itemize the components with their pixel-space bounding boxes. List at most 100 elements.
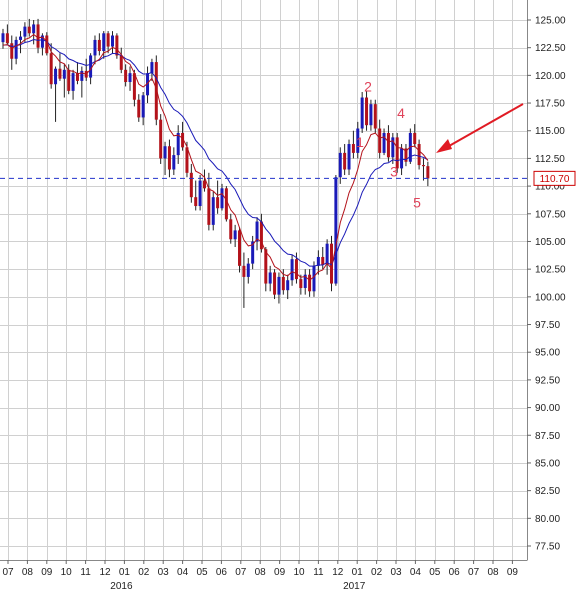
candle-body [27, 26, 31, 34]
candle-body [137, 99, 141, 118]
candle-body [255, 221, 259, 242]
candle-body [216, 197, 220, 209]
candle-body [417, 144, 421, 166]
candle-body [356, 128, 360, 153]
candle-body [343, 152, 347, 170]
candle-body [132, 73, 136, 100]
ma-slow-line [2, 38, 429, 267]
candle-body [54, 68, 58, 85]
x-tick-label: 04 [177, 567, 189, 578]
candle-body [194, 197, 198, 207]
candle-body [115, 35, 119, 56]
x-tick-label: 04 [410, 567, 422, 578]
candle-body [10, 43, 14, 59]
y-tick-label: 97.50 [535, 320, 560, 331]
wave-label: 2 [364, 78, 372, 94]
y-tick-label: 77.50 [535, 542, 560, 553]
x-tick-label: 08 [22, 567, 34, 578]
wave-label: 3 [390, 164, 398, 180]
candle-body [111, 35, 114, 47]
candle-body [207, 188, 211, 225]
candle-body [93, 39, 97, 56]
candle-body [395, 137, 399, 169]
arrow-shaft [441, 103, 524, 151]
candle-body [14, 39, 18, 59]
candle-body [316, 256, 320, 266]
candle-body [290, 259, 294, 281]
candle-body [58, 68, 62, 79]
y-tick-label: 125.00 [535, 16, 566, 27]
x-tick-label: 02 [371, 567, 383, 578]
y-tick-label: 90.00 [535, 403, 560, 414]
candle-body [264, 249, 268, 284]
x-tick-label: 05 [429, 567, 441, 578]
candle-body [281, 276, 285, 291]
candle-body [347, 144, 351, 170]
candle-body [124, 69, 128, 83]
last-price-box [533, 170, 576, 186]
candle-body [360, 97, 364, 129]
candle-body [159, 119, 163, 159]
candle-body [163, 146, 167, 159]
candle-body [181, 132, 185, 148]
candle-body [299, 279, 303, 288]
candle-body [286, 280, 290, 291]
ma-fast-line [2, 33, 429, 281]
candle-body [167, 146, 171, 170]
candle-body [71, 73, 75, 91]
y-tick-label: 95.00 [535, 348, 560, 359]
x-tick-label: 02 [138, 567, 150, 578]
y-tick-label: 122.50 [535, 43, 566, 54]
candle-body [23, 26, 27, 37]
candle-body [351, 144, 355, 153]
moving-average-lines [2, 33, 429, 281]
candle-body [141, 95, 145, 118]
y-tick-label: 102.50 [535, 265, 566, 276]
x-tick-label: 11 [80, 567, 91, 578]
candle-body [277, 276, 281, 295]
x-tick-label: 05 [196, 567, 208, 578]
x-tick-label: 07 [235, 567, 247, 578]
y-tick-label: 80.00 [535, 514, 560, 525]
x-tick-label: 09 [41, 567, 53, 578]
x-axis-tick-labels: 07 08 09 10 11 12 01 02 03 04 05 06 07 08 09 10 11 12 01 02… [2, 560, 518, 578]
candle-body [211, 197, 215, 225]
candle-body [321, 256, 325, 265]
candle-body [421, 165, 425, 167]
y-tick-label: 120.00 [535, 71, 566, 82]
candle-body [97, 39, 101, 52]
candle-body [268, 272, 272, 284]
candle-body [426, 166, 430, 179]
candle-body [119, 55, 123, 70]
candlestick-series [1, 18, 430, 308]
y-tick-label: 110.00 [535, 182, 565, 193]
y-tick-label: 117.50 [535, 99, 565, 110]
candle-body [294, 259, 298, 280]
candle-body [5, 33, 9, 44]
candle-body [312, 265, 316, 292]
candle-body [176, 132, 180, 156]
last-price-marker: 110.70 [0, 170, 576, 186]
candle-body [330, 243, 333, 284]
y-tick-label: 85.00 [535, 458, 560, 469]
x-tick-label: 03 [158, 567, 170, 578]
candle-body [102, 33, 106, 52]
candle-body [413, 132, 417, 145]
wave-label: 1 [356, 134, 364, 150]
candle-body [40, 35, 44, 48]
candle-body [242, 265, 246, 277]
x-tick-label: 01 [119, 567, 131, 578]
year-label: 2017 [343, 581, 366, 592]
year-label: 2016 [110, 581, 133, 592]
x-tick-label: 08 [255, 567, 267, 578]
x-tick-label: 06 [216, 567, 228, 578]
candle-body [325, 243, 329, 265]
wave-label: 4 [397, 105, 405, 121]
candle-body [338, 152, 342, 178]
x-tick-label: 01 [352, 567, 364, 578]
candle-body [62, 69, 66, 79]
y-axis-tick-labels: 125.00 122.50 120.00 117.50 115.00 112.50 110.… [527, 16, 566, 553]
candle-body [128, 73, 132, 83]
year-labels: 2016 2017 [110, 581, 365, 592]
